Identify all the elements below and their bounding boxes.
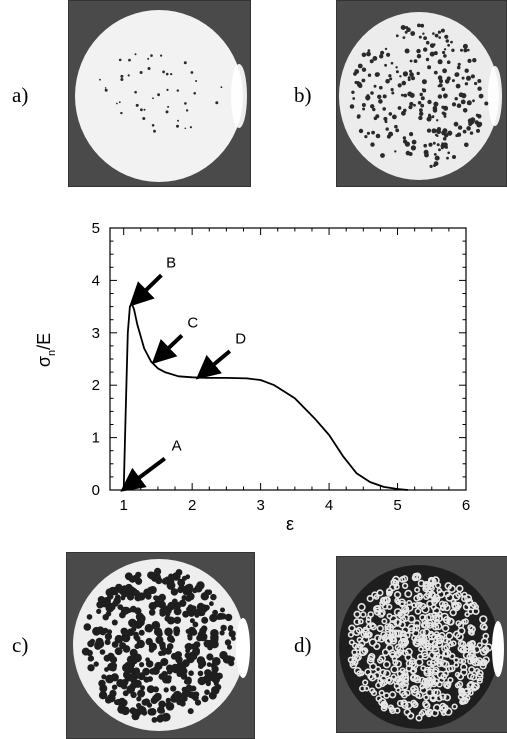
panel-label-a: a)	[12, 83, 29, 107]
y-tick-label: 3	[92, 325, 100, 342]
photo-c	[66, 552, 255, 739]
annotation-label-b: B	[166, 254, 176, 271]
data-line	[122, 303, 408, 491]
annotation-arrow-d	[195, 349, 232, 380]
photo-b	[336, 0, 507, 187]
photo-c-image	[73, 559, 250, 731]
x-tick-label: 5	[393, 497, 401, 514]
svg-text:σn/E: σn/E	[34, 333, 58, 367]
x-tick-label: 4	[325, 497, 333, 514]
plot-frame	[109, 227, 467, 491]
panel-label-d: d)	[294, 633, 312, 657]
annotation-arrow-b	[129, 273, 163, 307]
annotation-label-a: A	[172, 438, 182, 455]
y-tick-label: 5	[92, 220, 100, 237]
x-tick-label: 6	[462, 497, 470, 514]
photo-d	[336, 556, 507, 733]
x-tick-label: 2	[188, 497, 196, 514]
x-tick-label: 3	[256, 497, 264, 514]
annotation-arrow-a	[120, 456, 166, 492]
y-axis-label: σn/E	[34, 333, 58, 367]
photo-a	[68, 0, 251, 187]
photo-a-image	[75, 10, 247, 182]
photo-d-image	[339, 565, 504, 729]
photo-b-image	[339, 12, 502, 180]
x-tick-label: 1	[120, 497, 128, 514]
y-tick-label: 2	[92, 377, 100, 394]
x-axis-label: ε	[286, 514, 294, 534]
y-tick-label: 0	[92, 482, 100, 499]
y-tick-label: 1	[92, 430, 100, 447]
y-tick-label: 4	[92, 272, 100, 289]
panel-label-c: c)	[12, 633, 29, 657]
annotation-label-d: D	[235, 330, 246, 347]
panel-label-b: b)	[294, 83, 312, 107]
annotation-arrow-c	[151, 333, 184, 365]
annotation-label-c: C	[187, 315, 198, 332]
stress-strain-chart: 1 2 3 4 5 6 0 1 2 3 4 5 A B C D ε σn/E	[34, 220, 470, 534]
